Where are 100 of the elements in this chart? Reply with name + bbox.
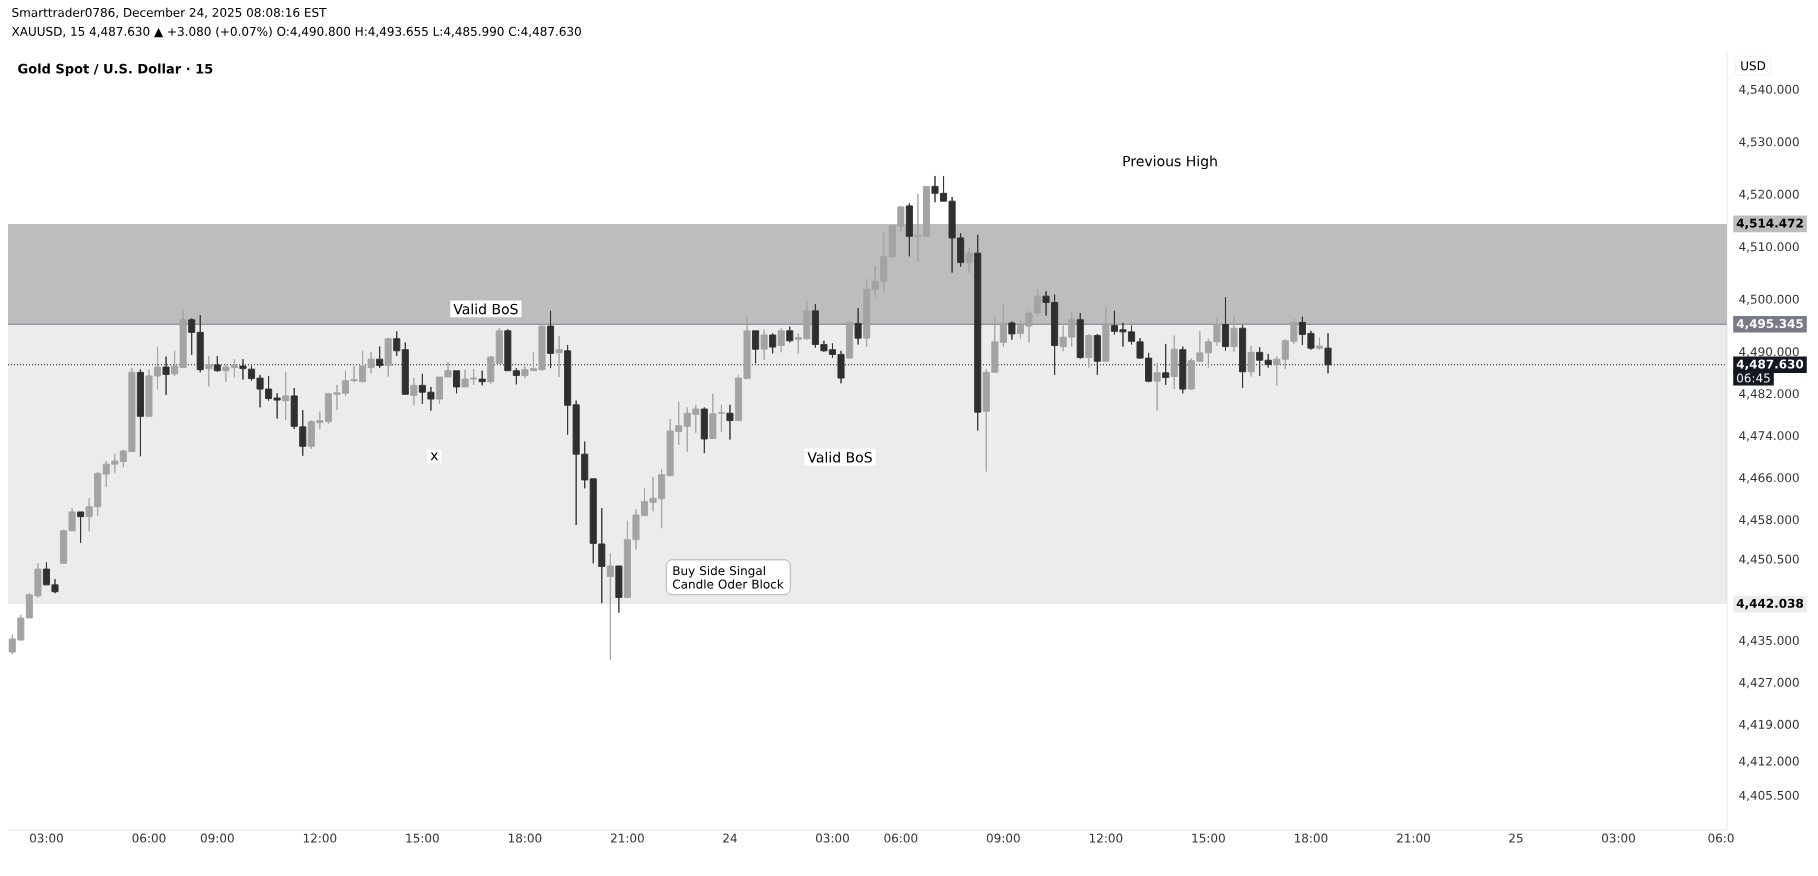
candlestick: [1239, 324, 1247, 389]
candlestick: [752, 330, 760, 364]
text: 06:45: [1737, 373, 1770, 383]
y-tick-label: 4,520.000: [1739, 189, 1799, 201]
candlestick: [709, 393, 717, 439]
candlestick: [162, 356, 170, 396]
candlestick: [1153, 362, 1161, 412]
candlestick: [1170, 335, 1178, 390]
y-tick-label: 4,427.000: [1739, 677, 1799, 689]
y-tick-label: 4,405.500: [1739, 790, 1799, 802]
x-tick-label: 24: [723, 833, 737, 843]
candlestick: [205, 355, 213, 387]
candlestick: [282, 371, 290, 421]
candlestick: [1085, 333, 1093, 369]
candlestick: [376, 346, 384, 369]
x-tick-label: 06:00: [884, 833, 918, 843]
candlestick: [854, 307, 862, 345]
candlestick: [1230, 315, 1238, 353]
candlestick: [777, 327, 785, 353]
y-tick-label: 4,435.000: [1739, 635, 1799, 647]
candlestick: [213, 355, 221, 373]
x-tick-label: 03:00: [29, 833, 63, 843]
candlestick: [487, 355, 495, 385]
candlestick: [769, 332, 777, 354]
candlestick: [786, 326, 794, 343]
candlestick: [384, 337, 392, 377]
y-tick-label: 4,458.000: [1739, 515, 1799, 526]
y-axis-title: USD: [1741, 61, 1766, 71]
y-tick-label: 4,530.000: [1739, 137, 1799, 148]
x-tick-label: 18:00: [1294, 833, 1328, 843]
candlestick: [1221, 296, 1230, 352]
candlestick: [401, 341, 409, 395]
candlestick: [1008, 320, 1016, 341]
candlestick: [410, 377, 418, 406]
x-tick-label: 03:00: [1602, 833, 1635, 843]
x-tick-label: 25: [1509, 833, 1523, 843]
candlestick: [974, 234, 982, 431]
candlestick: [1162, 343, 1170, 386]
candlestick: [760, 329, 768, 361]
candlestick: [1102, 306, 1110, 362]
candlestick: [555, 335, 563, 378]
y-tick-label: 4,482.000: [1739, 389, 1799, 400]
x-tick-label: 15:00: [406, 833, 439, 843]
candlestick: [393, 330, 401, 357]
x-tick-label: 06:00: [132, 833, 166, 843]
candlestick: [196, 314, 204, 373]
candlestick: [1093, 333, 1101, 376]
candlestick: [495, 327, 503, 364]
candlestick: [717, 404, 725, 433]
candlestick: [846, 320, 854, 359]
candlestick: [188, 317, 196, 356]
band-label: 4,442.038: [1736, 598, 1804, 610]
candlestick: [606, 552, 614, 661]
candlestick: [615, 565, 623, 614]
candlestick: [547, 310, 555, 369]
candlestick: [905, 202, 913, 257]
candlestick: [77, 511, 85, 544]
x-tick-label: 12:00: [1089, 833, 1123, 843]
y-tick-label: 4,500.000: [1739, 294, 1799, 305]
chart-subtitle: XAUUSD, 15 4,487.630 ▲ +3.080 (+0.07%) O:4,490.800 H:4,493.655 L:4,485.990 C:4,487.630: [11, 26, 581, 38]
y-tick-label: 4,450.500: [1739, 554, 1799, 565]
y-tick-label: 4,412.000: [1739, 756, 1799, 767]
candlestick: [700, 407, 708, 454]
candlestick: [1247, 345, 1255, 377]
y-tick-label: 4,419.000: [1739, 719, 1799, 731]
annotation: Valid BoS: [453, 303, 518, 315]
ref-line-label: 4,495.345: [1736, 318, 1803, 330]
candlestick: [1273, 356, 1281, 386]
x-tick-label: 09:00: [986, 833, 1020, 843]
candlestick: [863, 278, 871, 348]
annotation: Valid BoS: [807, 451, 872, 463]
x-tick-label: 15:00: [1192, 833, 1225, 843]
y-tick-label: 4,466.000: [1739, 473, 1799, 484]
y-tick-label: 4,510.000: [1739, 242, 1799, 253]
x-tick-label: 18:00: [508, 833, 542, 843]
annotation: x: [430, 452, 438, 461]
x-tick-label: 03:00: [815, 833, 849, 843]
candlestick: [1324, 332, 1332, 374]
candlestick: [478, 370, 486, 386]
candlestick: [965, 247, 973, 274]
candlestick: [1179, 346, 1187, 394]
candlestick: [453, 370, 461, 394]
y-tick-label: 4,474.000: [1739, 431, 1799, 442]
text: Gold Spot / U.S. Dollar · 15: [18, 63, 213, 77]
y-tick-label: 4,490.000: [1739, 347, 1799, 358]
y-tick-label: 4,540.000: [1739, 84, 1799, 96]
candlestick: [726, 404, 734, 440]
candlestick: [136, 368, 144, 457]
ref-line-label: 4,487.630: [1736, 359, 1804, 371]
x-tick-label: 06:0: [1708, 833, 1734, 843]
annotation: Buy Side Singal Candle Oder Block: [672, 565, 784, 589]
text: Smarttrader0786, December 24, 2025 08:08:16 EST: [12, 7, 327, 19]
candlestick: [1315, 337, 1323, 351]
band-label: 4,514.472: [1736, 218, 1803, 230]
candlestick: [1076, 312, 1084, 360]
annotation: Previous High: [1123, 155, 1217, 170]
x-tick-label: 21:00: [611, 833, 644, 843]
x-tick-label: 12:00: [303, 833, 337, 843]
x-tick-label: 21:00: [1397, 833, 1430, 843]
x-tick-label: 09:00: [200, 833, 234, 843]
